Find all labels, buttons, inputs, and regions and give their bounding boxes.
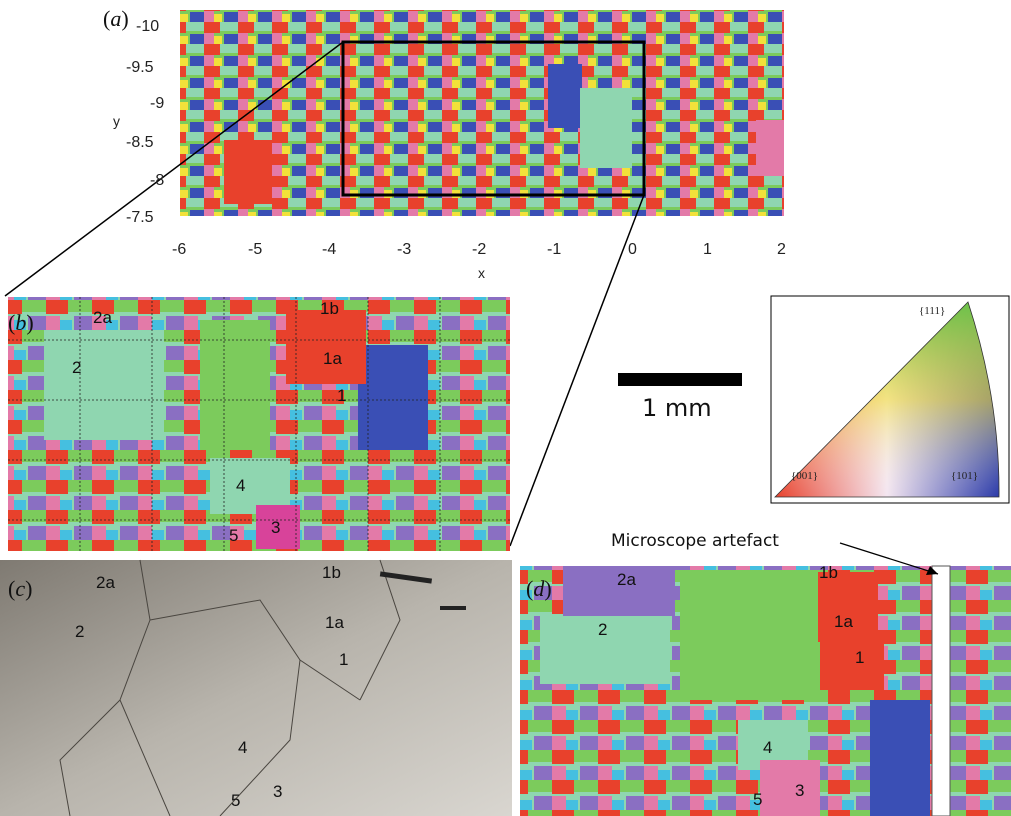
artefact-strip <box>931 565 951 816</box>
grain-label: 1b <box>322 563 341 582</box>
grain-label: 1a <box>323 349 342 368</box>
grain-label: 2a <box>93 308 112 327</box>
grain-label: 5 <box>231 791 241 810</box>
color-key-triangle-overlay <box>775 302 1000 497</box>
x-tick-label: 2 <box>777 241 786 258</box>
grain-label: 1 <box>337 386 347 405</box>
micrograph-c <box>0 560 512 816</box>
x-axis-title: x <box>478 265 485 281</box>
grain-label: 1 <box>339 650 349 669</box>
panel-d-label: (d) <box>526 576 552 601</box>
ebsd-map-a-grain-red <box>224 140 272 204</box>
grain-label: 1 <box>855 648 865 667</box>
micrograph-c-marker <box>440 606 466 610</box>
ebsd-map-d-grain-blue <box>870 700 930 816</box>
ebsd-map-b-grain-4 <box>210 458 290 514</box>
x-tick-label: -1 <box>547 241 562 258</box>
color-key-triangle-outline <box>774 301 1000 498</box>
ebsd-map-b-grain-1 <box>358 345 428 450</box>
y-tick-label: -9 <box>150 95 165 112</box>
artefact-arrowhead <box>926 566 938 575</box>
grain-label: 3 <box>795 781 805 800</box>
color-key-label-001: {001} <box>791 470 819 482</box>
grain-label: 1b <box>320 299 339 318</box>
y-tick-label: -8.5 <box>126 134 154 151</box>
grain-label: 2a <box>96 573 115 592</box>
grain-label: 1b <box>819 563 838 582</box>
grain-label: 4 <box>238 738 248 757</box>
grain-label: 2 <box>72 358 82 377</box>
y-tick-label: -9.5 <box>126 59 154 76</box>
grain-label: 4 <box>236 476 246 495</box>
scale-bar-label: 1 mm <box>642 394 712 422</box>
grain-label: 5 <box>229 526 239 545</box>
x-tick-label: -6 <box>172 241 187 258</box>
grain-label: 2a <box>617 570 636 589</box>
grain-label: 2 <box>598 620 608 639</box>
ebsd-map-b-grain-1a <box>286 310 366 384</box>
grain-label: 2 <box>75 622 85 641</box>
ebsd-map-d-grain-1a <box>818 572 878 642</box>
grain-label: 3 <box>273 782 283 801</box>
grain-label: 3 <box>271 518 281 537</box>
ebsd-map-b-grain-green <box>200 320 270 450</box>
panel-a-label: (a) <box>103 6 129 31</box>
x-tick-label: 1 <box>703 241 712 258</box>
color-key-label-101: {101} <box>951 470 979 482</box>
ebsd-map-a-grain-pink <box>756 120 784 176</box>
ebsd-map-d-grain-3 <box>760 760 820 816</box>
scale-bar <box>618 373 742 386</box>
x-tick-label: -4 <box>322 241 337 258</box>
grain-label: 4 <box>763 738 773 757</box>
panel-c-label: (c) <box>8 576 33 601</box>
x-tick-label: -3 <box>397 241 412 258</box>
zoom-line-right <box>509 194 645 547</box>
ebsd-map-d-grain-1 <box>820 640 884 690</box>
x-tick-label: -2 <box>472 241 487 258</box>
x-tick-label: -5 <box>248 241 263 258</box>
ebsd-map-b-grain-2 <box>44 330 164 440</box>
artefact-arrow <box>839 542 939 575</box>
color-key-label-111: {111} <box>919 305 946 317</box>
grain-label: 5 <box>753 790 763 809</box>
grain-label: 1a <box>834 612 853 631</box>
zoom-line-left <box>4 41 344 297</box>
ebsd-map-a-grain-mint <box>580 88 632 168</box>
zoom-rectangle <box>341 40 646 197</box>
panel-b-label: (b) <box>8 310 34 335</box>
ebsd-map-a-grain-blue <box>548 64 582 128</box>
ebsd-map-d-grain-2a <box>563 566 675 616</box>
y-tick-label: -8 <box>150 172 165 189</box>
artefact-label: Microscope artefact <box>611 531 779 551</box>
grain-label: 1a <box>325 613 344 632</box>
y-axis-title: y <box>113 113 120 129</box>
y-tick-label: -7.5 <box>126 209 154 226</box>
ebsd-map-a <box>180 10 784 216</box>
ebsd-map-d-grain-2 <box>540 616 670 684</box>
x-tick-label: 0 <box>628 241 637 258</box>
micrograph-c-scratch <box>379 571 433 584</box>
ebsd-map-d-grain-green <box>680 570 820 700</box>
micrograph-c-boundaries <box>59 559 401 816</box>
ebsd-map-b-grain-3 <box>256 505 300 549</box>
y-tick-label: -10 <box>136 18 160 35</box>
